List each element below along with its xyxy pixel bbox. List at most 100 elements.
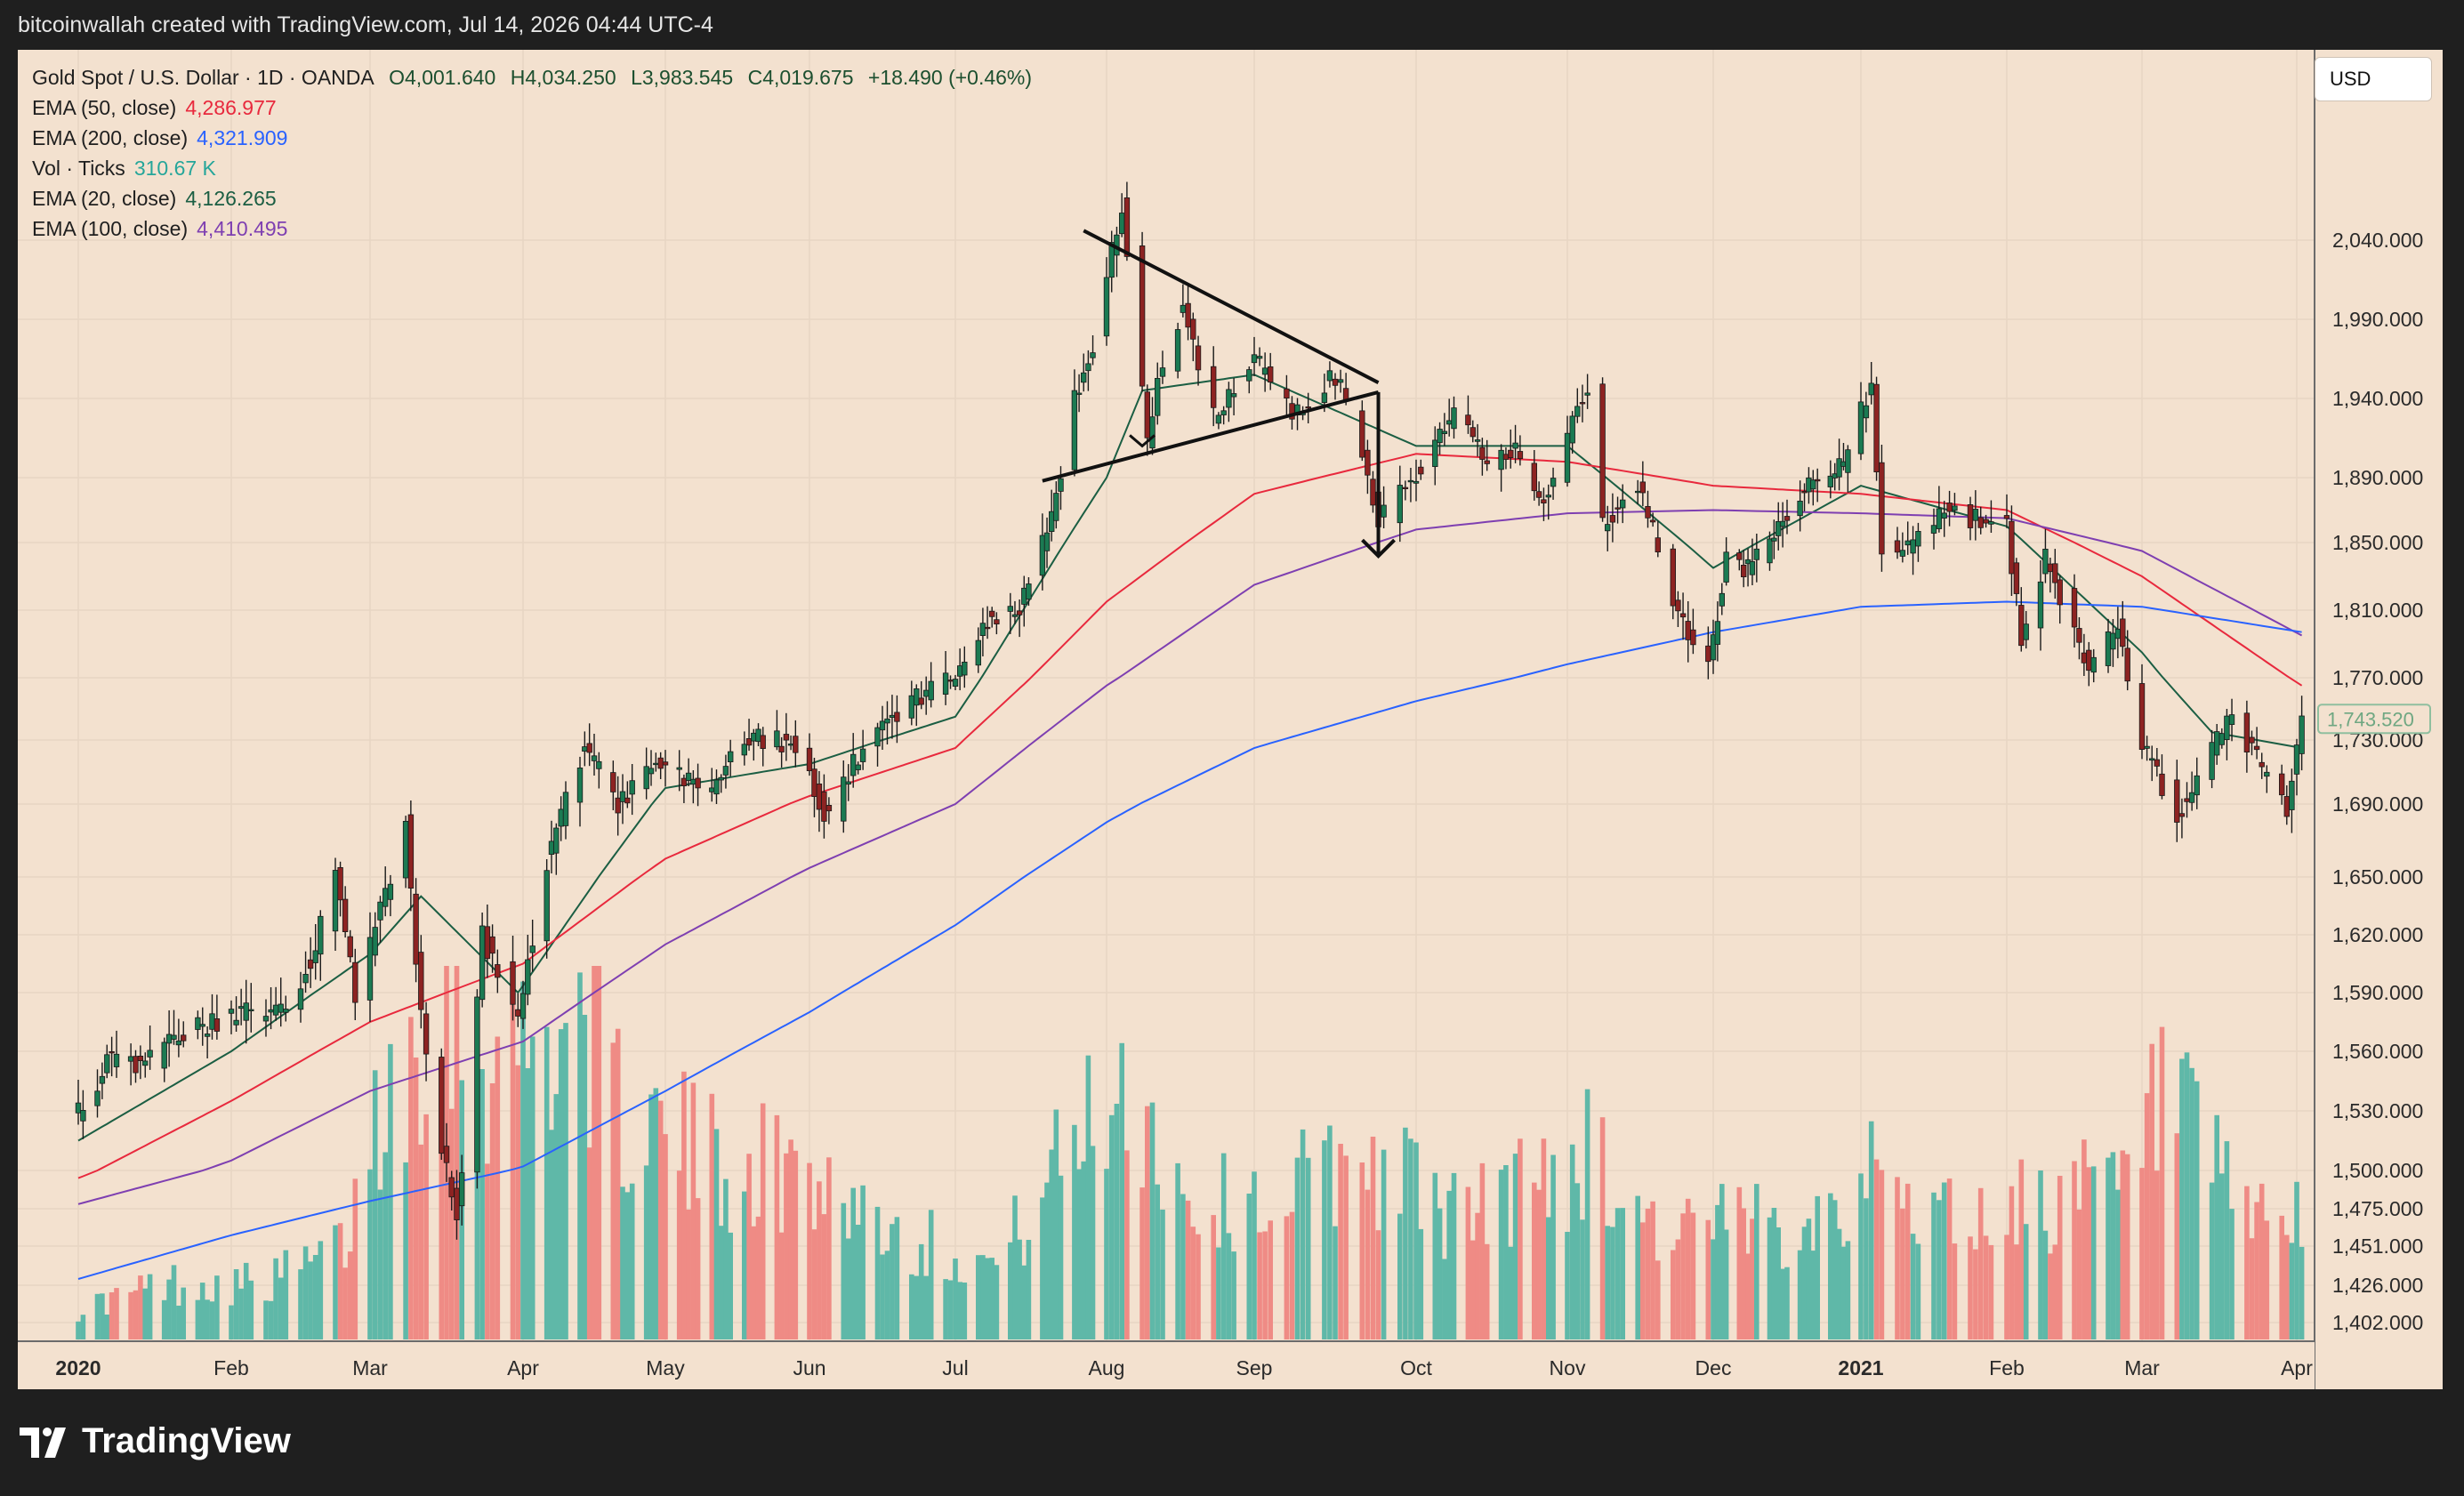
volume-bar bbox=[1498, 1170, 1504, 1339]
candle bbox=[1256, 347, 1263, 366]
indicator-row[interactable]: EMA (20, close) 4,126.265 bbox=[32, 183, 1041, 213]
volume-bar bbox=[2209, 1182, 2215, 1339]
volume-bar bbox=[751, 1226, 757, 1339]
currency-button[interactable]: USD bbox=[2315, 57, 2432, 101]
candle bbox=[928, 662, 934, 708]
candle-body bbox=[2289, 780, 2295, 810]
candle bbox=[382, 866, 389, 917]
time-axis[interactable]: 2020 Feb Mar Apr May Jun Jul Aug Sep Oct Nov Dec 202… bbox=[18, 1340, 2315, 1389]
candle bbox=[1418, 459, 1424, 480]
candle-body bbox=[1531, 462, 1537, 492]
candle-body bbox=[2003, 515, 2010, 519]
candle-body bbox=[474, 996, 480, 1173]
price-chart[interactable]: 1,402.000 1,426.000 1,451.000 1,475.000 1,50… bbox=[18, 50, 2443, 1389]
candle bbox=[1119, 193, 1125, 237]
candle bbox=[1779, 502, 1786, 548]
candle-body bbox=[2299, 715, 2305, 754]
volume-bar bbox=[1868, 1121, 1874, 1339]
price-tick-label: 1,850.000 bbox=[2332, 531, 2423, 554]
volume-bar bbox=[1114, 1104, 1120, 1339]
volume-bar bbox=[1049, 1149, 1054, 1339]
symbol-row[interactable]: Gold Spot / U.S. Dollar · 1D · OANDA O4,… bbox=[32, 62, 1041, 92]
volume-bar bbox=[1446, 1190, 1452, 1339]
volume-bar bbox=[880, 1254, 885, 1339]
volume-bar bbox=[1370, 1137, 1376, 1339]
candle-body bbox=[1910, 539, 1916, 554]
volume-bar bbox=[1518, 1138, 1523, 1339]
candle-body bbox=[147, 1050, 153, 1058]
candle-body bbox=[816, 784, 823, 810]
volume-bar bbox=[1119, 1042, 1124, 1339]
volume-bar bbox=[1211, 1215, 1216, 1339]
candle bbox=[1719, 583, 1725, 615]
candle bbox=[519, 980, 527, 1029]
volume-bar bbox=[596, 966, 602, 1339]
volume-bar bbox=[1569, 1144, 1575, 1339]
candle-body bbox=[195, 1017, 201, 1030]
volume-bar bbox=[629, 1183, 635, 1339]
candle bbox=[2228, 698, 2235, 742]
candle bbox=[161, 1037, 167, 1082]
volume-bar bbox=[2110, 1152, 2116, 1339]
volume-bar bbox=[1072, 1124, 1077, 1339]
candle-body bbox=[1936, 508, 1943, 529]
candle bbox=[2194, 757, 2200, 809]
volume-bar bbox=[1680, 1213, 1686, 1339]
volume-bar bbox=[195, 1299, 201, 1339]
candle bbox=[918, 680, 924, 710]
candle-body bbox=[1797, 500, 1803, 517]
candle-body bbox=[1474, 439, 1481, 442]
candle-body bbox=[204, 1034, 211, 1037]
volume-bar bbox=[1541, 1138, 1547, 1339]
candle bbox=[576, 756, 584, 827]
indicator-row[interactable]: EMA (200, close) 4,321.909 bbox=[32, 123, 1041, 153]
candle bbox=[841, 760, 847, 833]
volume-bar bbox=[439, 1114, 445, 1339]
change-value: +18.490 (+0.46%) bbox=[867, 66, 1033, 89]
volume-bar bbox=[1723, 1229, 1729, 1339]
candle-body bbox=[643, 766, 649, 790]
indicator-row[interactable]: EMA (50, close) 4,286.977 bbox=[32, 92, 1041, 123]
candle-body bbox=[947, 680, 954, 682]
volume-bar bbox=[1451, 1172, 1457, 1339]
volume-bar bbox=[755, 1216, 761, 1339]
indicator-row[interactable]: Vol · Ticks 310.67 K bbox=[32, 153, 1041, 183]
candle-body bbox=[104, 1054, 110, 1074]
volume-bar bbox=[784, 1153, 789, 1339]
indicator-value: 4,410.495 bbox=[197, 217, 288, 240]
volume-bar bbox=[403, 1162, 408, 1339]
candle bbox=[1407, 468, 1414, 503]
price-axis[interactable]: 1,402.000 1,426.000 1,451.000 1,475.000 1,50… bbox=[2314, 50, 2443, 1389]
candle-body bbox=[268, 1009, 274, 1013]
indicator-row[interactable]: EMA (100, close) 4,410.495 bbox=[32, 213, 1041, 244]
volume-bar bbox=[1580, 1219, 1585, 1339]
volume-bar bbox=[1180, 1194, 1186, 1339]
volume-bar bbox=[1090, 1146, 1096, 1339]
volume-bar bbox=[333, 1225, 338, 1339]
volume-bar bbox=[263, 1300, 269, 1339]
volume-bar bbox=[2194, 1081, 2200, 1339]
symbol-title[interactable]: Gold Spot / U.S. Dollar · 1D · OANDA bbox=[32, 66, 374, 89]
candle-body bbox=[1915, 531, 1921, 547]
volume-bar bbox=[1017, 1239, 1022, 1339]
tradingview-logo[interactable]: TradingView bbox=[20, 1421, 291, 1461]
candle bbox=[283, 995, 289, 1022]
time-tick-label: Feb bbox=[1989, 1356, 2025, 1379]
chart-panel[interactable]: 1,402.000 1,426.000 1,451.000 1,475.000 1,50… bbox=[18, 50, 2443, 1389]
high-value: H4,034.250 bbox=[510, 66, 616, 89]
candle bbox=[774, 710, 780, 751]
candle-body bbox=[278, 1003, 284, 1013]
candle bbox=[1599, 377, 1606, 522]
candle bbox=[387, 874, 394, 917]
volume-bar bbox=[1719, 1184, 1725, 1339]
volume-bar bbox=[1190, 1227, 1196, 1339]
volume-bar bbox=[2224, 1141, 2230, 1339]
volume-bar bbox=[943, 1279, 948, 1339]
candle bbox=[439, 1048, 445, 1160]
volume-bars bbox=[76, 966, 2305, 1339]
volume-bar bbox=[1620, 1208, 1625, 1339]
volume-bar bbox=[1076, 1169, 1082, 1339]
candle-body bbox=[402, 821, 409, 879]
candle-body bbox=[962, 662, 968, 676]
candle bbox=[1675, 591, 1681, 627]
